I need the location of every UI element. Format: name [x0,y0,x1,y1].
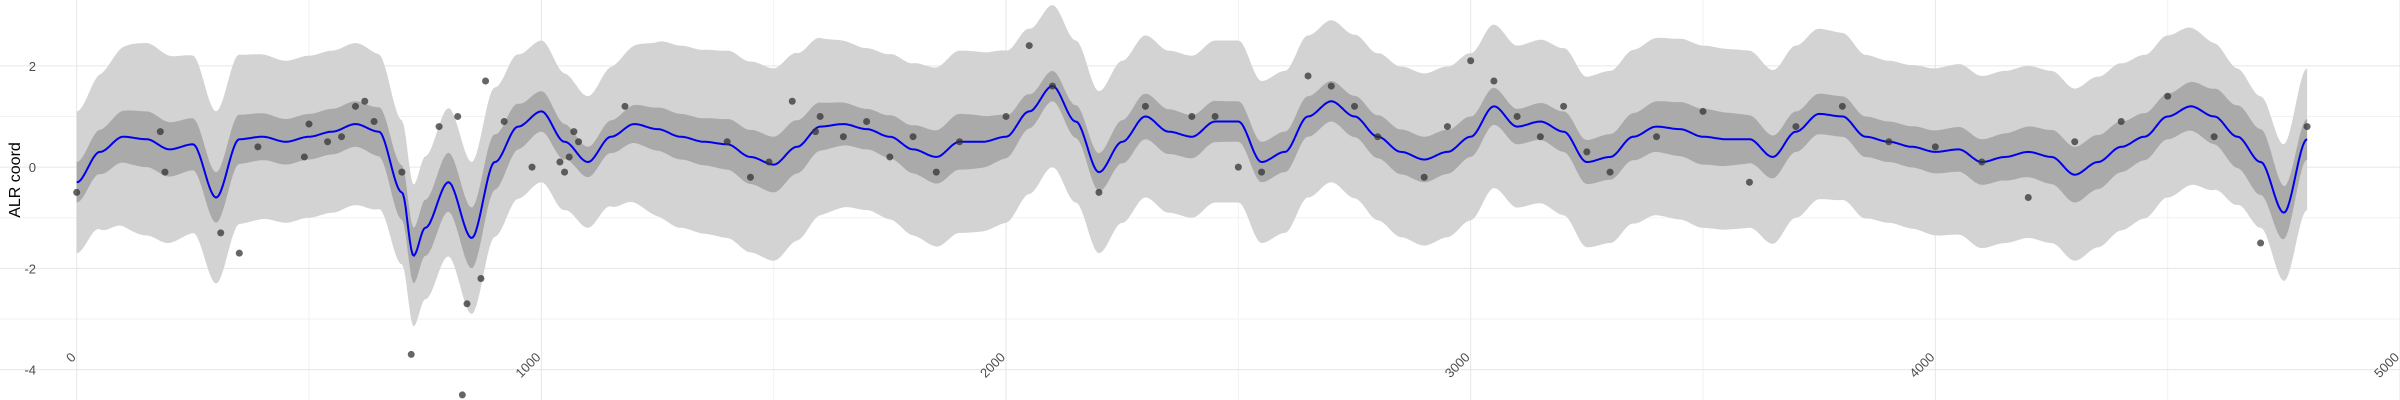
data-point [561,168,569,176]
data-point [1838,102,1846,110]
data-point [723,138,731,146]
data-point [477,274,485,282]
data-point [1606,168,1614,176]
data-point [909,133,917,141]
y-axis-title: ALR coord [7,142,24,218]
data-point [1931,143,1939,151]
data-point [370,118,378,126]
data-point [351,102,359,110]
data-point [816,112,824,120]
data-point [1211,112,1219,120]
data-point [2164,92,2172,100]
data-point [235,249,243,257]
y-tick-label: 0 [29,160,36,175]
data-point [1583,148,1591,156]
data-point [1560,102,1568,110]
data-point [570,128,578,136]
data-point [217,229,225,237]
data-point [1420,173,1428,181]
data-point [839,133,847,141]
data-point [1885,138,1893,146]
data-point [956,138,964,146]
data-point [788,97,796,105]
observations-layer [73,42,2311,399]
data-point [161,168,169,176]
data-point [1699,107,1707,115]
data-point [886,153,894,161]
data-point [1025,42,1033,50]
data-point [746,173,754,181]
data-point [1443,123,1451,131]
data-point [2024,193,2032,201]
data-point [435,123,443,131]
data-point [361,97,369,105]
data-point [324,138,332,146]
data-point [1141,102,1149,110]
data-point [1351,102,1359,110]
data-point [556,158,564,166]
data-point [565,153,573,161]
data-point [454,112,462,120]
data-point [1048,82,1056,90]
data-point [2303,123,2311,131]
data-point [458,391,466,399]
y-tick-label: -4 [24,363,36,378]
data-point [73,188,81,196]
data-point [765,158,773,166]
data-point [1792,123,1800,131]
mean-line [76,85,2308,258]
data-point [1653,133,1661,141]
data-point [482,77,490,85]
data-point [1467,57,1475,65]
data-point [1258,168,1266,176]
data-point [300,153,308,161]
data-point [156,128,164,136]
data-point [932,168,940,176]
outer-credible-band [76,5,2308,327]
data-point [500,118,508,126]
data-point [811,128,819,136]
data-point [305,120,313,128]
data-point [398,168,406,176]
mean-line-layer [76,85,2308,258]
data-point [2257,239,2265,247]
data-point [1327,82,1335,90]
data-point [1978,158,1986,166]
data-point [2071,138,2079,146]
data-point [1188,112,1196,120]
data-point [528,163,536,171]
data-point [1745,178,1753,186]
data-point [1095,188,1103,196]
data-point [863,118,871,126]
data-point [1002,112,1010,120]
data-point [254,143,262,151]
data-point [338,133,346,141]
data-point [1536,133,1544,141]
data-point [2210,133,2218,141]
data-point [1234,163,1242,171]
data-point [407,350,415,358]
data-point [1490,77,1498,85]
data-point [575,138,583,146]
data-point [463,300,471,308]
data-point [1513,112,1521,120]
y-tick-label: 2 [29,59,36,74]
y-tick-label: -2 [24,261,36,276]
data-point [1374,133,1382,141]
data-point [621,102,629,110]
data-point [1304,72,1312,80]
data-point [2117,118,2125,126]
